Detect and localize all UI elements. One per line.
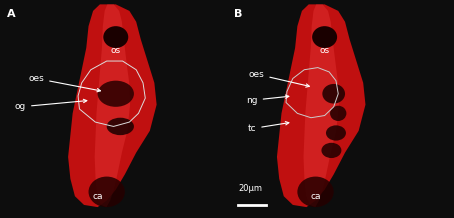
- Text: tc: tc: [248, 122, 289, 133]
- Polygon shape: [94, 4, 130, 207]
- Ellipse shape: [104, 26, 128, 48]
- Ellipse shape: [107, 118, 134, 135]
- Ellipse shape: [89, 177, 125, 207]
- Text: oes: oes: [249, 70, 309, 87]
- Ellipse shape: [98, 81, 134, 107]
- Text: 20μm: 20μm: [239, 184, 263, 193]
- Ellipse shape: [322, 84, 345, 104]
- Polygon shape: [303, 4, 339, 207]
- Text: ca: ca: [310, 192, 321, 201]
- Text: ca: ca: [92, 192, 103, 201]
- Ellipse shape: [312, 26, 337, 48]
- Text: os: os: [111, 46, 121, 55]
- Text: ng: ng: [246, 95, 289, 105]
- Polygon shape: [68, 4, 157, 207]
- Text: B: B: [234, 9, 242, 19]
- Text: A: A: [7, 9, 15, 19]
- Text: oes: oes: [29, 74, 100, 92]
- Polygon shape: [277, 4, 365, 207]
- Ellipse shape: [326, 125, 346, 141]
- Ellipse shape: [321, 143, 341, 158]
- Ellipse shape: [330, 106, 346, 121]
- Text: og: og: [15, 99, 87, 111]
- Ellipse shape: [297, 177, 334, 207]
- Text: os: os: [320, 46, 330, 55]
